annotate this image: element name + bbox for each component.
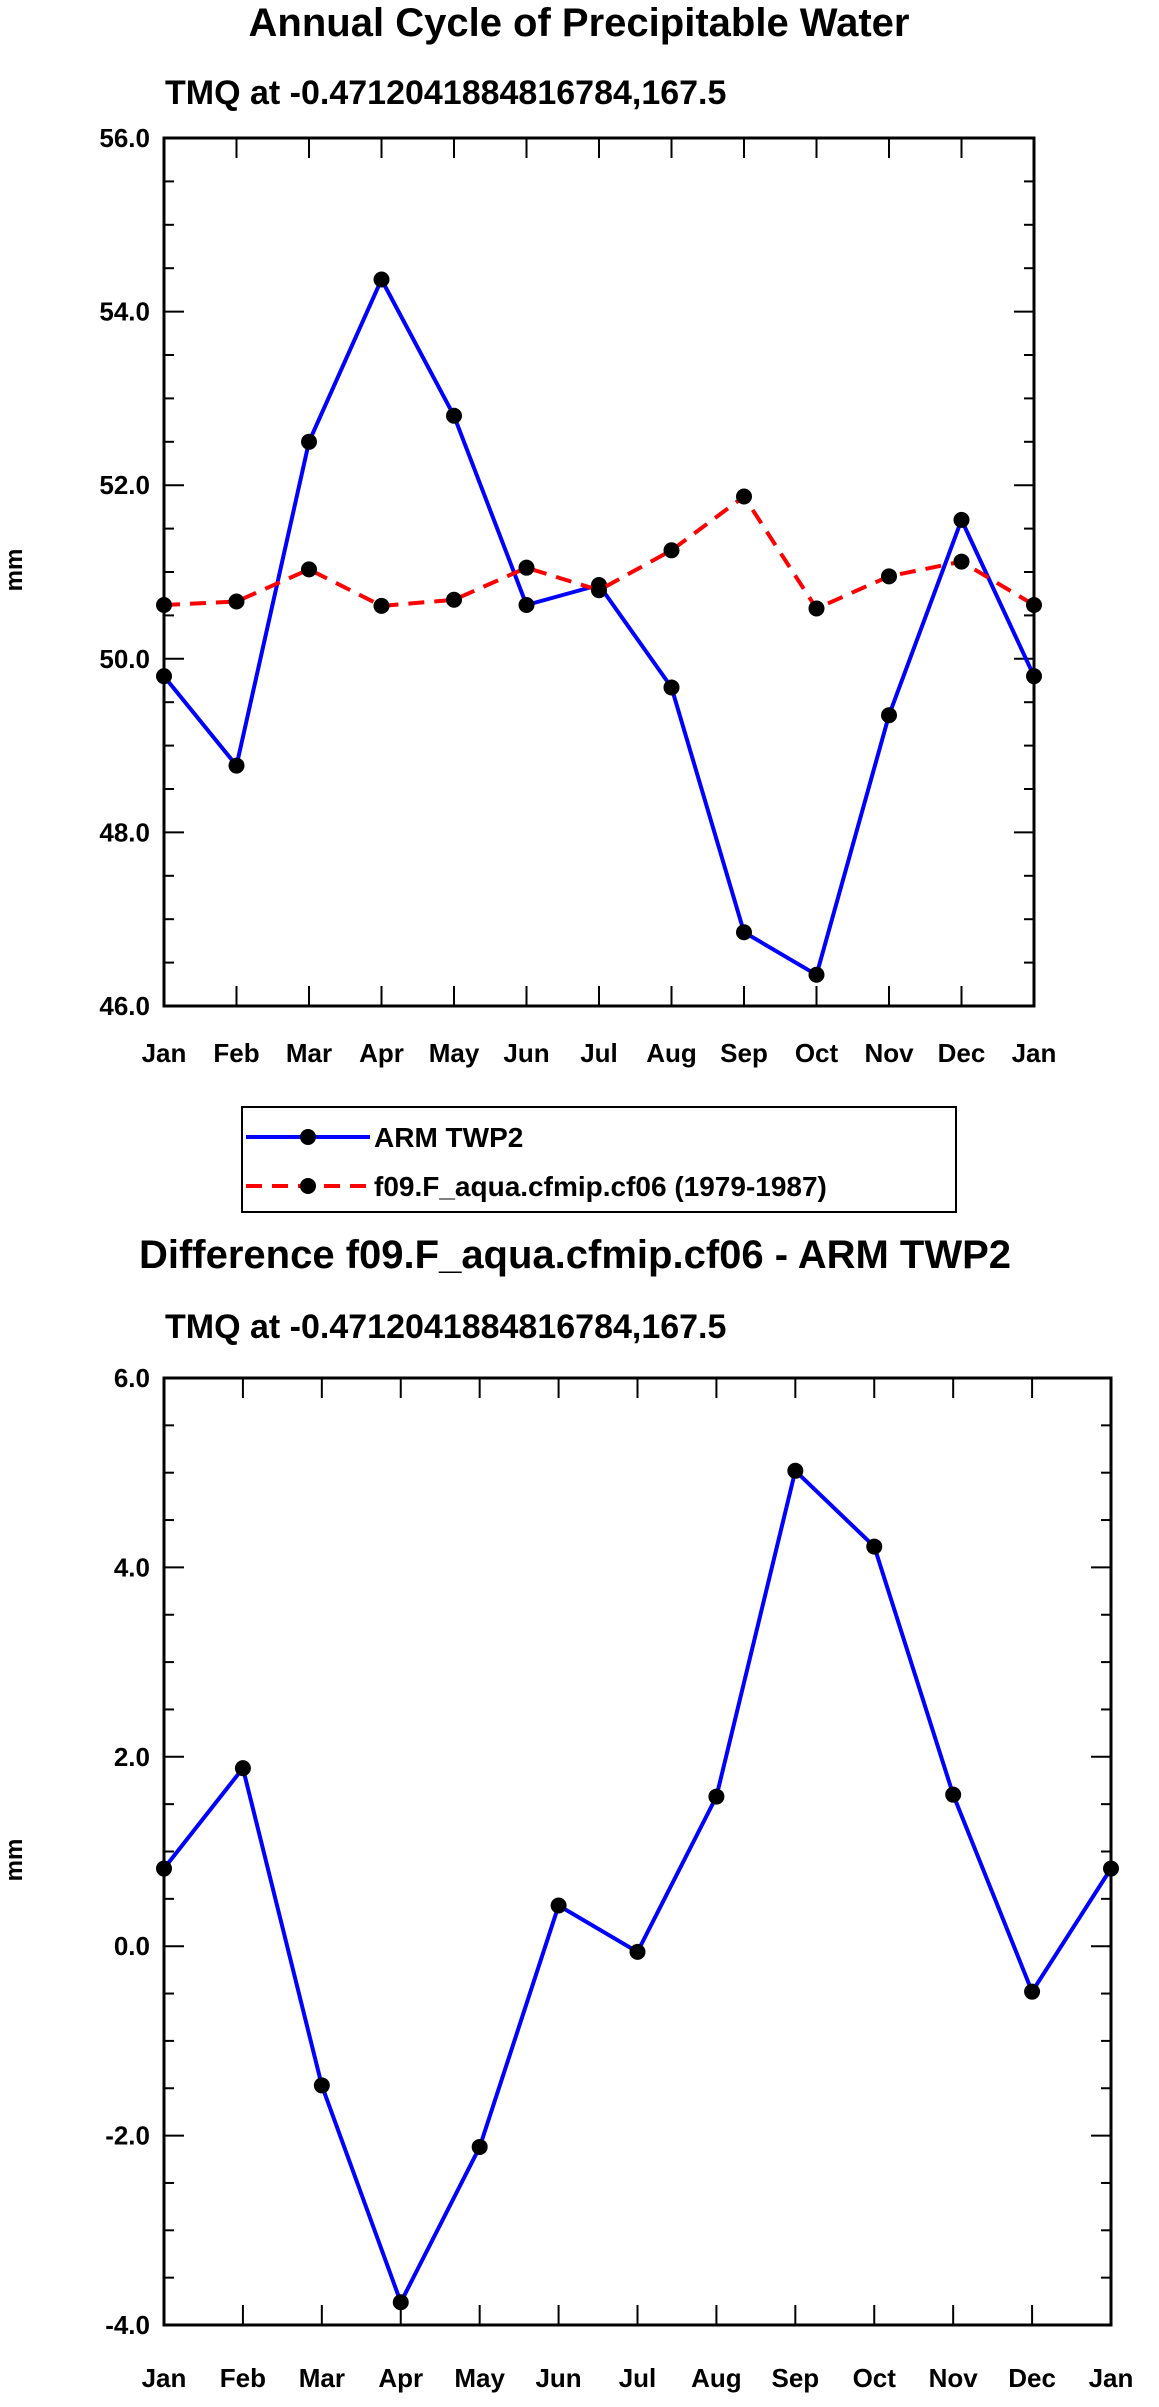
top-series-0-point bbox=[446, 407, 462, 424]
bottom-x-tick-label: May bbox=[454, 2363, 505, 2393]
bottom-series-0-point bbox=[550, 1897, 567, 1914]
top-x-tick-label: Aug bbox=[646, 1038, 697, 1068]
top-y-tick-label: 52.0 bbox=[99, 470, 150, 500]
bottom-series-0-point bbox=[1024, 1983, 1041, 2000]
bottom-series-0-point bbox=[787, 1462, 804, 1479]
top-series-0-point bbox=[663, 679, 680, 696]
bottom-y-tick-label: 2.0 bbox=[114, 1742, 150, 1772]
top-y-tick-label: 54.0 bbox=[99, 297, 150, 327]
bottom-series-0-point bbox=[392, 2294, 409, 2311]
bottom-series-0-point bbox=[945, 1786, 962, 1803]
bottom-x-tick-label: Sep bbox=[771, 2363, 819, 2393]
top-x-tick-label: Sep bbox=[720, 1038, 768, 1068]
top-series-1-point bbox=[881, 568, 897, 585]
top-x-tick-label: Jul bbox=[580, 1038, 618, 1068]
legend-label-model: f09.F_aqua.cfmip.cf06 (1979-1987) bbox=[374, 1171, 827, 1202]
top-y-tick-label: 56.0 bbox=[99, 123, 150, 153]
bottom-series-0-point bbox=[708, 1788, 725, 1805]
top-plot-area: 46.0 48.0 50.0 52.0 54.0 56.0 Jan Feb Mar Apr May J… bbox=[99, 123, 1056, 1068]
bottom-series-0-point bbox=[313, 2077, 330, 2094]
top-series-1-point bbox=[301, 561, 317, 578]
bottom-series-0-point bbox=[1103, 1860, 1119, 1877]
top-series-1-point bbox=[663, 542, 680, 559]
legend-label-arm: ARM TWP2 bbox=[374, 1122, 523, 1153]
top-x-tick-label: Nov bbox=[864, 1038, 914, 1068]
top-series-1-point bbox=[518, 559, 535, 576]
bottom-x-tick-label: Aug bbox=[691, 2363, 742, 2393]
top-x-tick-label: May bbox=[429, 1038, 480, 1068]
top-series-1-point bbox=[446, 591, 462, 608]
legend: ARM TWP2 f09.F_aqua.cfmip.cf06 (1979-198… bbox=[241, 1106, 957, 1213]
legend-marker-model bbox=[300, 1178, 316, 1194]
bottom-plot-area: -4.0 -2.0 0.0 2.0 4.0 6.0 Jan Feb Mar Apr May Jun Ju… bbox=[105, 1363, 1133, 2393]
bottom-x-tick-label: Jul bbox=[619, 2363, 657, 2393]
top-series-1-point bbox=[591, 582, 607, 599]
bottom-y-tick-label: -2.0 bbox=[105, 2121, 150, 2151]
top-series-1-point bbox=[156, 596, 172, 613]
top-x-tick-label: Jan bbox=[142, 1038, 187, 1068]
bottom-x-tick-label: Nov bbox=[929, 2363, 979, 2393]
top-series-0-point bbox=[518, 596, 535, 613]
bottom-x-tick-label: Dec bbox=[1008, 2363, 1056, 2393]
bottom-y-tick-label: -4.0 bbox=[105, 2310, 150, 2340]
top-x-tick-label: Feb bbox=[213, 1038, 259, 1068]
bottom-series-0-point bbox=[234, 1760, 251, 1777]
top-series-1-point bbox=[736, 488, 752, 505]
top-x-tick-label: Dec bbox=[938, 1038, 986, 1068]
top-series-0-point bbox=[736, 924, 752, 941]
bottom-x-tick-label: Jun bbox=[535, 2363, 581, 2393]
top-series-0-point bbox=[301, 433, 317, 450]
top-series-1-point bbox=[373, 597, 390, 614]
top-y-tick-label: 48.0 bbox=[99, 817, 150, 847]
bottom-x-tick-label: Mar bbox=[299, 2363, 345, 2393]
top-series-0-line bbox=[162, 277, 1036, 977]
bottom-y-tick-label: 0.0 bbox=[114, 1931, 150, 1961]
legend-marker-arm bbox=[300, 1129, 316, 1145]
top-x-tick-label: Oct bbox=[795, 1038, 839, 1068]
top-x-tick-label: Mar bbox=[286, 1038, 332, 1068]
top-x-tick-label: Jan bbox=[1012, 1038, 1057, 1068]
bottom-x-tick-label: Oct bbox=[853, 2363, 897, 2393]
bottom-series-0-point bbox=[629, 1943, 646, 1960]
bottom-x-tick-label: Feb bbox=[220, 2363, 266, 2393]
top-series-1-point bbox=[1026, 596, 1042, 613]
bottom-x-tick-label: Jan bbox=[1089, 2363, 1134, 2393]
top-y-tick-label: 46.0 bbox=[99, 991, 150, 1021]
top-series-0-point bbox=[228, 757, 245, 774]
top-y-axis-label: mm bbox=[1, 549, 28, 592]
top-series-0-point bbox=[881, 707, 897, 724]
legend-box bbox=[241, 1106, 957, 1213]
top-series-1-point bbox=[808, 600, 825, 617]
top-chart-subtitle: TMQ at -0.4712041884816784,167.5 bbox=[165, 74, 726, 112]
top-series-0-point bbox=[156, 668, 172, 685]
top-series-1-point bbox=[953, 553, 970, 570]
top-series-0-point bbox=[953, 511, 970, 528]
top-y-tick-label: 50.0 bbox=[99, 644, 150, 674]
bottom-series-0-line bbox=[162, 1468, 1113, 2305]
top-x-tick-label: Apr bbox=[359, 1038, 404, 1068]
top-series-0-point bbox=[1026, 668, 1042, 685]
top-chart-title: Annual Cycle of Precipitable Water bbox=[249, 1, 910, 45]
bottom-chart-title: Difference f09.F_aqua.cfmip.cf06 - ARM T… bbox=[139, 1233, 1011, 1277]
bottom-y-tick-label: 4.0 bbox=[114, 1552, 150, 1582]
bottom-series-0-point bbox=[156, 1860, 172, 1877]
bottom-y-tick-label: 6.0 bbox=[114, 1363, 150, 1393]
bottom-x-tick-label: Jan bbox=[142, 2363, 187, 2393]
top-series-0-point bbox=[808, 966, 825, 983]
bottom-series-0-point bbox=[866, 1538, 883, 1555]
top-series-1-point bbox=[228, 593, 245, 610]
bottom-chart-subtitle: TMQ at -0.4712041884816784,167.5 bbox=[165, 1308, 726, 1346]
bottom-series-0-point bbox=[471, 2138, 488, 2155]
top-x-tick-label: Jun bbox=[503, 1038, 549, 1068]
bottom-x-tick-label: Apr bbox=[378, 2363, 423, 2393]
bottom-plot-frame bbox=[162, 1376, 1113, 2327]
top-series-0-point bbox=[373, 271, 390, 288]
bottom-y-axis-label: mm bbox=[1, 1839, 28, 1882]
